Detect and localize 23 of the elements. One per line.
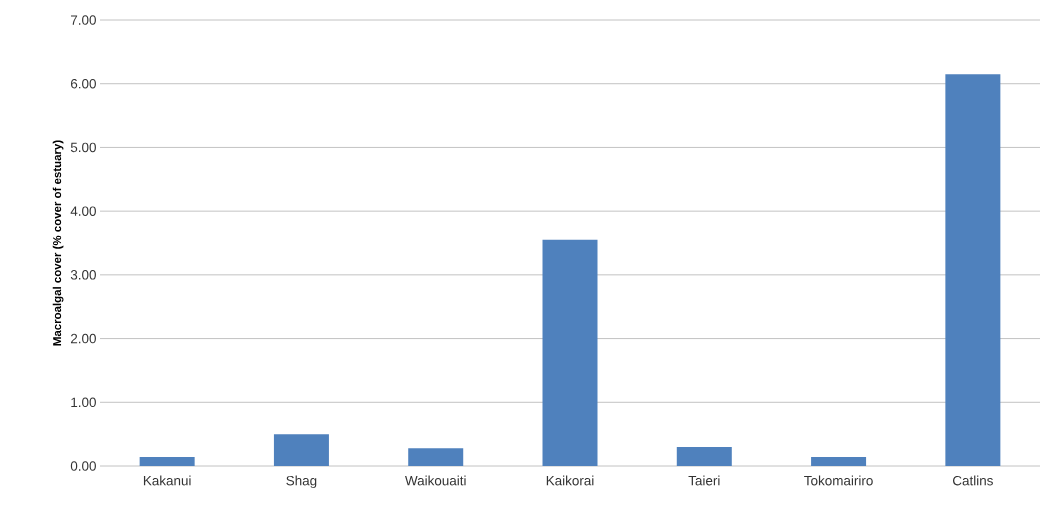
y-tick-label: 4.00: [70, 206, 96, 216]
x-tick-label: Waikouaiti: [405, 475, 466, 486]
y-tick-label: 0.00: [70, 461, 96, 471]
y-tick-label: 2.00: [70, 333, 96, 344]
y-tick-label: 5.00: [70, 142, 96, 153]
bar: [945, 74, 1001, 466]
x-tick-label: Shag: [286, 475, 317, 489]
x-tick-label: Catlins: [953, 475, 993, 486]
y-axis-title: Macroalgal cover (% cover of estuary): [52, 140, 64, 346]
y-tick-label: 3.00: [70, 270, 96, 280]
bar: [811, 457, 867, 466]
bar: [408, 448, 464, 466]
bar: [139, 457, 195, 466]
x-tick-label: Kakanui: [143, 475, 191, 486]
bar: [273, 434, 329, 466]
bar: [676, 446, 732, 466]
y-tick-label: 6.00: [70, 78, 96, 89]
x-tick-label: Kaikorai: [546, 475, 594, 486]
x-tick-label: Taieri: [688, 475, 720, 486]
x-tick-label: Tokomairiro: [804, 475, 873, 486]
bar: [542, 239, 598, 466]
y-tick-label: 7.00: [70, 15, 96, 25]
y-tick-label: 1.00: [71, 397, 96, 408]
